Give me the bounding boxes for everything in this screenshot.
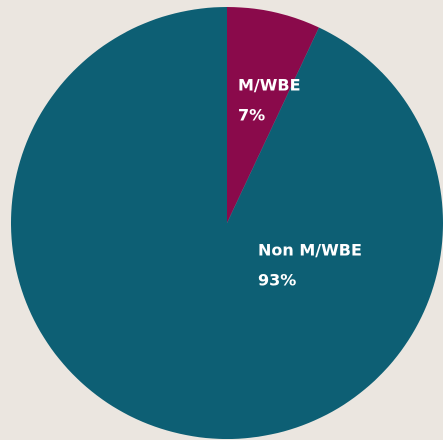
- slice-value-label: 7%: [238, 106, 265, 125]
- slice-label: Non M/WBE: [258, 241, 362, 260]
- slice-label: M/WBE: [238, 76, 301, 95]
- pie-slice: [11, 7, 443, 439]
- slice-value-label: 93%: [258, 271, 296, 290]
- pie-slice: [227, 7, 319, 223]
